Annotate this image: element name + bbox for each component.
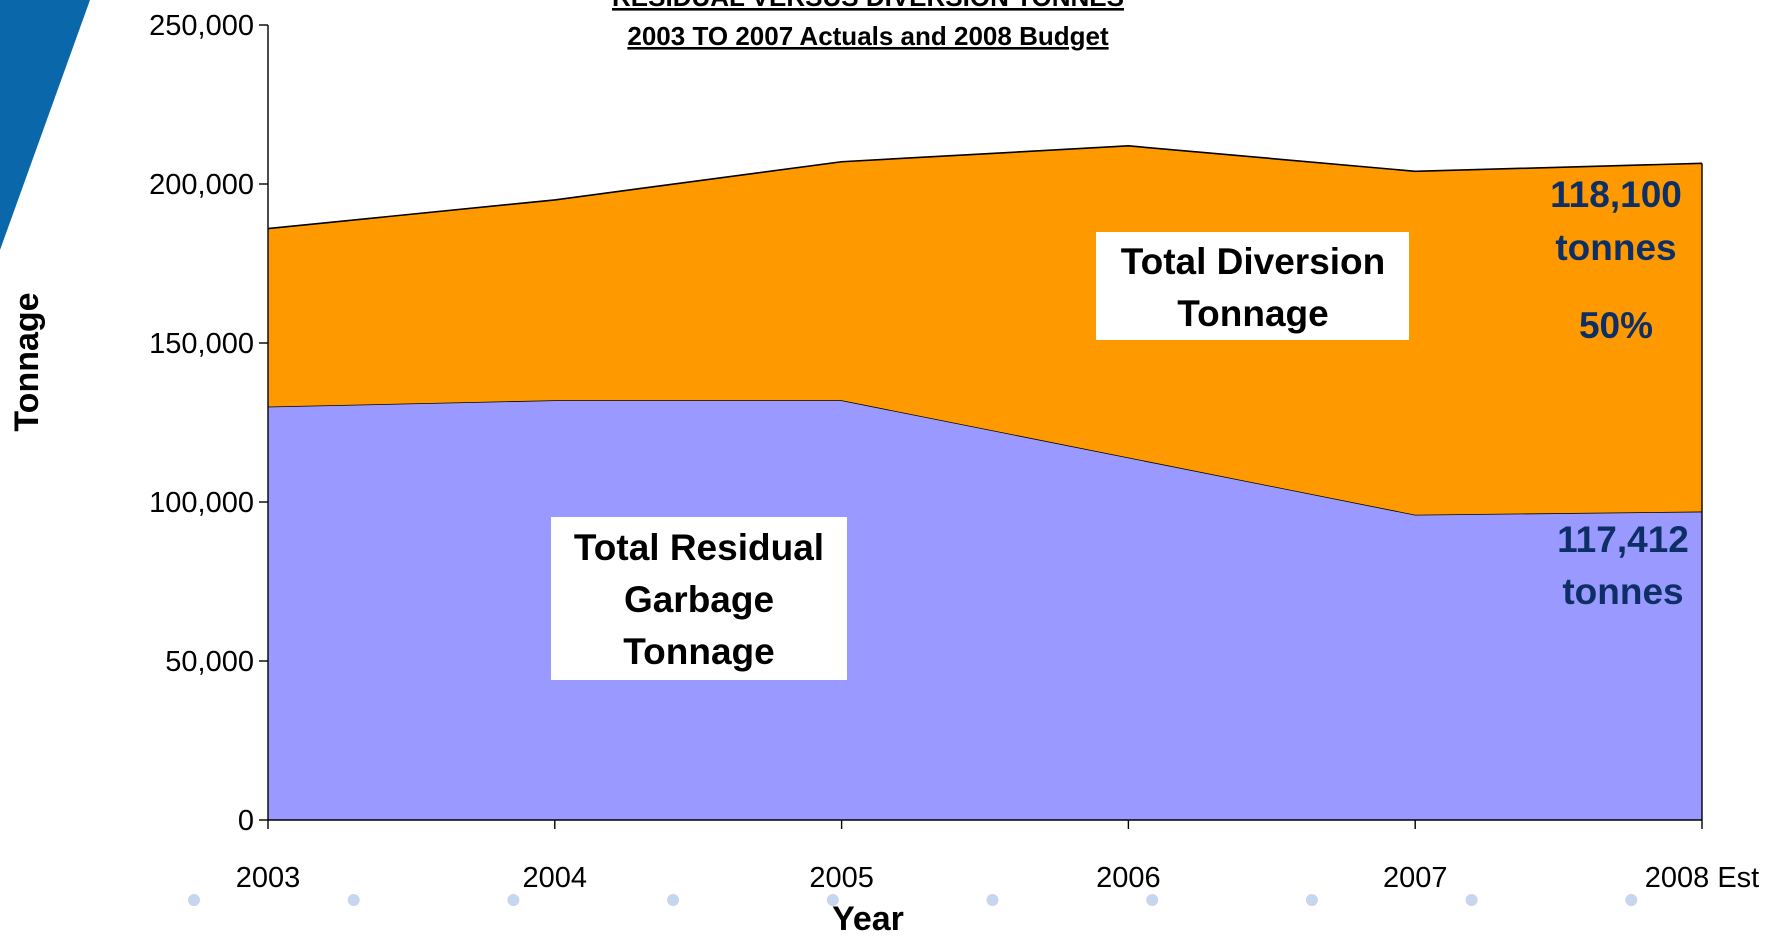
diversion-label-line-2: Tonnage [1177, 293, 1328, 334]
decor-dot [188, 894, 200, 906]
area-edge-total-diversion-tonnage [267, 145, 1703, 230]
x-axis-title: Year [832, 900, 904, 938]
residual-note-amount: 117,412 [1557, 519, 1689, 560]
residual-note-unit: tonnes [1562, 571, 1683, 612]
x-tick-label: 2004 [523, 862, 588, 894]
decor-dot [986, 894, 999, 906]
decor-dot [826, 894, 839, 906]
diversion-note: 118,100 tonnes 50% [1550, 174, 1682, 346]
decor-blue-wedge [0, 0, 90, 250]
decor-dot [1465, 894, 1478, 906]
residual-label-line-1: Total Residual [574, 527, 824, 568]
x-tick-label: 2007 [1383, 862, 1448, 894]
decor-dot [1625, 894, 1638, 906]
y-tick-label: 0 [238, 805, 254, 837]
residual-note: 117,412 tonnes [1557, 519, 1689, 612]
axes [259, 24, 1703, 829]
plot-areas [267, 145, 1703, 820]
x-tick-label: 2006 [1096, 862, 1161, 894]
area-total-residual-garbage-tonnage [268, 400, 1702, 820]
y-tick-label: 150,000 [149, 328, 254, 360]
decor-dot [1146, 894, 1159, 906]
x-tick-label: 2008 Est [1645, 862, 1759, 894]
diversion-label-box: Total Diversion Tonnage [1096, 232, 1409, 340]
x-tick-label: 2005 [809, 862, 874, 894]
y-tick-label: 50,000 [165, 646, 254, 678]
chart-subtitle: 2003 TO 2007 Actuals and 2008 Budget [627, 21, 1109, 51]
diversion-note-unit: tonnes [1555, 227, 1676, 268]
y-tick-labels: 0 50,000 100,000 150,000 200,000 250,000 [149, 10, 254, 837]
diversion-label-line-1: Total Diversion [1121, 241, 1386, 282]
residual-label-line-2: Garbage [624, 579, 774, 620]
x-tick-label: 2003 [236, 862, 301, 894]
x-tick-labels: 2003 2004 2005 2006 2007 2008 Est [236, 862, 1760, 894]
y-axis-title: Tonnage [8, 292, 46, 431]
residual-label-box: Total Residual Garbage Tonnage [551, 517, 847, 680]
chart-title: RESIDUAL VERSUS DIVERSION TONNES [612, 0, 1124, 12]
diversion-note-percent: 50% [1579, 305, 1653, 346]
diversion-note-amount: 118,100 [1550, 174, 1682, 215]
decor-dot [1305, 894, 1318, 906]
y-tick-label: 250,000 [149, 10, 254, 42]
decor-dot [667, 894, 680, 906]
decor-dot [347, 894, 360, 906]
decor-dots [188, 894, 1638, 906]
y-tick-label: 200,000 [149, 169, 254, 201]
residual-label-line-3: Tonnage [623, 631, 774, 672]
y-tick-label: 100,000 [149, 487, 254, 519]
decor-dot [507, 894, 520, 906]
